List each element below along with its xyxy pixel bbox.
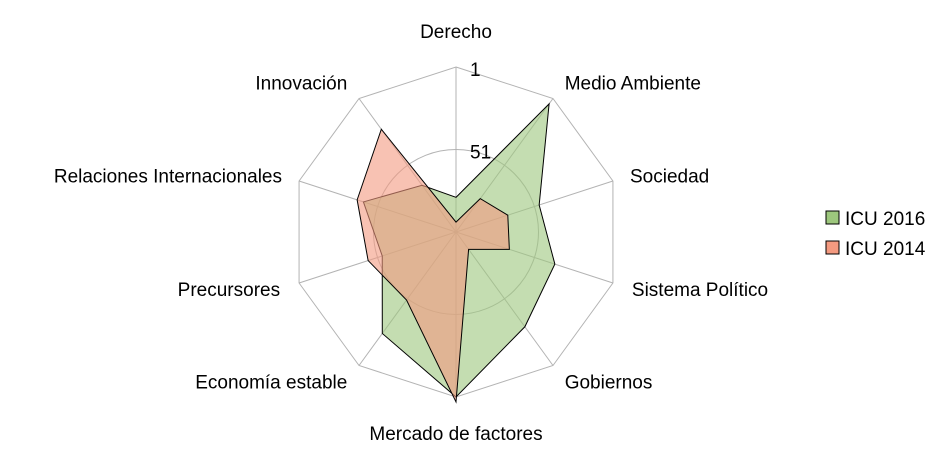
axis-label: Economía estable (195, 373, 347, 394)
legend-label: ICU 2016 (845, 209, 925, 230)
legend: ICU 2016 ICU 2014 (825, 209, 926, 260)
axis-label: Gobiernos (565, 373, 653, 394)
tick-label-outer: 1 (470, 60, 481, 81)
axis-label: Derecho (420, 22, 492, 43)
series-2-polygon (356, 128, 510, 404)
tick-label-inner: 51 (470, 143, 491, 164)
axis-label: Medio Ambiente (565, 73, 701, 94)
axis-label: Innovación (255, 73, 347, 94)
axis-labels: Derecho Medio Ambiente Sociedad Sistema Pol… (54, 22, 768, 445)
axis-label: Relaciones Internacionales (54, 166, 282, 187)
axis-label: Mercado de factores (369, 424, 542, 445)
radar-series (356, 102, 556, 404)
axis-label: Sistema Político (632, 280, 768, 301)
axis-label: Sociedad (630, 166, 709, 187)
legend-label: ICU 2014 (845, 239, 926, 260)
axis-label: Precursores (178, 280, 280, 301)
legend-swatch (825, 240, 840, 255)
legend-swatch (825, 210, 840, 225)
tick-labels: 1 51 (470, 60, 491, 164)
